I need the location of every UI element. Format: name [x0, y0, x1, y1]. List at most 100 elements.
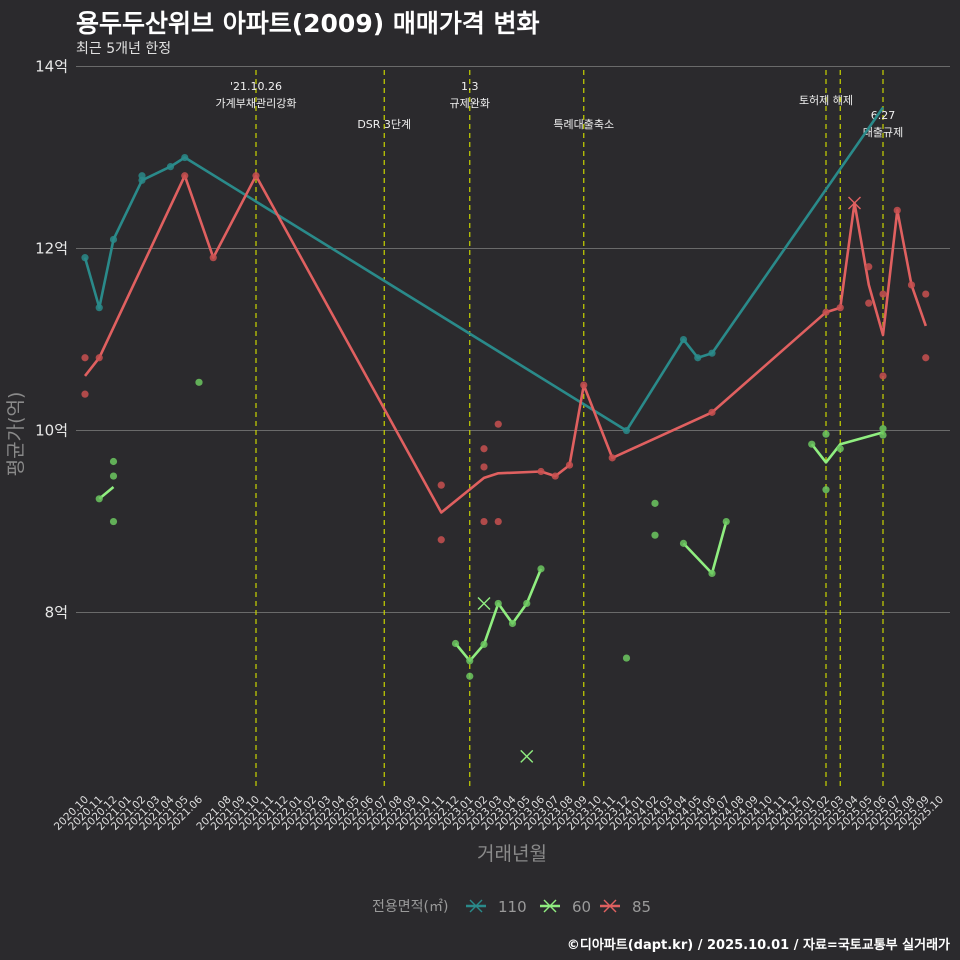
series-point-85: [565, 461, 574, 469]
series-cross-marker: [477, 596, 491, 610]
series-point-60: [494, 599, 502, 608]
series-point-85: [922, 290, 930, 298]
series-point-60: [195, 378, 203, 386]
cross-stroke: [848, 196, 861, 210]
series-line-110: [83, 106, 885, 432]
series-point-85: [879, 290, 887, 298]
y-tick-label: 10억: [35, 422, 68, 440]
series-point-60: [808, 440, 816, 448]
y-axis-ticks: 8억 10억 12억 14억: [35, 58, 68, 622]
series-point-85: [907, 281, 916, 289]
series-point-110: [166, 163, 175, 171]
legend-title: 전용면적(㎡): [372, 899, 448, 915]
y-tick-label: 12억: [35, 240, 68, 258]
series-point-85: [81, 390, 89, 398]
series-point-110: [138, 176, 146, 184]
series-point-110: [679, 335, 688, 344]
series-point-60: [651, 499, 659, 507]
series-point-85: [879, 372, 887, 380]
series-point-60: [879, 425, 887, 433]
series-point-85: [865, 263, 873, 271]
event-annotation: '21.10.26: [230, 80, 282, 93]
series-point-60: [622, 654, 631, 662]
series-point-85: [708, 408, 716, 416]
legend-item-60: 60: [540, 898, 591, 916]
grid-lines: [76, 66, 950, 614]
series-point-60: [466, 672, 474, 680]
event-annotation: 특례대출축소: [553, 118, 614, 131]
series-cross-marker: [520, 749, 534, 763]
series-point-110: [181, 153, 189, 162]
legend-item-110: 110: [466, 898, 527, 916]
series-points: [81, 153, 930, 763]
series-cross-marker: [848, 196, 861, 210]
series-point-85: [480, 445, 488, 453]
series-point-60: [651, 531, 659, 539]
series-point-85: [865, 299, 873, 307]
event-annotation: 가계부채관리강화: [216, 97, 297, 110]
source-caption: ©디아파트(dapt.kr) / 2025.10.01 / 자료=국토교통부 실…: [566, 938, 950, 953]
legend: 전용면적(㎡) 110 60 85: [372, 898, 651, 916]
series-point-60: [708, 569, 716, 578]
legend-label: 110: [498, 898, 527, 916]
series-point-110: [81, 254, 89, 262]
series-point-60: [95, 495, 103, 503]
series-point-60: [480, 640, 488, 649]
chart-subtitle: 최근 5개년 한정: [76, 41, 172, 57]
series-point-110: [95, 304, 103, 312]
series-point-110: [109, 235, 118, 244]
event-annotation: 토허제 해제: [799, 93, 853, 107]
legend-label: 85: [632, 898, 651, 916]
series-point-85: [922, 354, 930, 362]
series-point-85: [437, 536, 445, 544]
series-point-60: [109, 457, 118, 466]
series-point-85: [252, 172, 260, 180]
series-point-85: [580, 381, 588, 389]
cross-stroke: [477, 596, 491, 610]
event-annotation: 1.3: [461, 80, 479, 93]
series-point-60: [537, 565, 545, 573]
series-point-85: [551, 472, 559, 480]
series-point-85: [893, 206, 901, 214]
event-annotation: 규제완화: [450, 97, 490, 110]
series-point-85: [480, 463, 488, 471]
series-point-85: [437, 481, 445, 489]
series-line-60: [454, 568, 543, 663]
series-point-85: [836, 304, 844, 312]
series-point-85: [480, 517, 488, 526]
series-point-60: [822, 486, 830, 494]
chart-title: 용두두산위브 아파트(2009) 매매가격 변화: [76, 9, 540, 38]
x-axis-label: 거래년월: [477, 843, 547, 865]
series-point-85: [494, 420, 502, 428]
series-line-85: [83, 174, 928, 514]
series-point-85: [608, 454, 616, 462]
series-lines: [83, 106, 928, 663]
y-tick-label: 14억: [35, 58, 68, 76]
series-point-60: [822, 430, 830, 438]
series-point-60: [879, 431, 887, 439]
legend-cross: [469, 899, 483, 913]
series-point-85: [95, 354, 103, 362]
series-line-60: [810, 431, 884, 464]
legend-item-85: 85: [600, 898, 651, 916]
legend-cross: [543, 899, 557, 913]
series-point-60: [679, 539, 688, 547]
series-point-85: [494, 517, 502, 526]
series-point-85: [209, 254, 217, 262]
series-point-85: [81, 354, 89, 362]
series-point-60: [451, 639, 460, 648]
y-tick-label: 8억: [45, 604, 68, 622]
series-line-60: [682, 521, 728, 575]
series-point-110: [708, 349, 716, 357]
event-annotation: 대출규제: [863, 126, 903, 139]
event-annotation: DSR 3단계: [357, 118, 411, 131]
series-point-60: [466, 657, 474, 665]
legend-label: 60: [572, 898, 591, 916]
series-point-85: [181, 172, 189, 180]
series-point-60: [722, 517, 730, 526]
x-axis-ticks: 2020.102020.112020.122021.012021.022021.…: [52, 793, 946, 832]
series-point-60: [836, 445, 844, 453]
series-point-85: [537, 467, 545, 476]
